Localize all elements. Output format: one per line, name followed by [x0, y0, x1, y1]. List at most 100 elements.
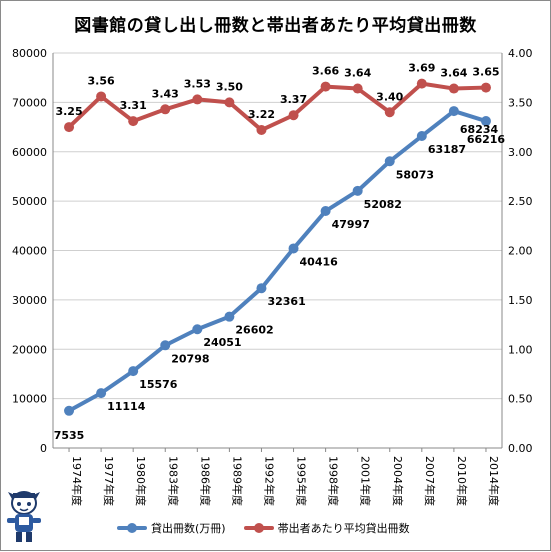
loans-point — [352, 185, 363, 196]
loans-data-label: 24051 — [203, 336, 241, 349]
average-data-label: 3.43 — [152, 87, 179, 100]
average-point — [320, 81, 331, 92]
y-right-tick-label: 0.50 — [508, 393, 533, 406]
loans-point — [320, 206, 331, 217]
y-left-tick-label: 20000 — [12, 343, 47, 356]
loans-line — [67, 109, 488, 413]
average-point — [384, 107, 395, 118]
legend-swatch-average — [243, 523, 274, 533]
loans-data-label: 40416 — [300, 255, 339, 268]
average-point — [160, 104, 171, 115]
x-tick-label: 1989年度 — [230, 456, 244, 506]
x-tick-label: 1995年度 — [295, 456, 309, 506]
average-data-label: 3.37 — [280, 93, 307, 106]
average-point — [480, 82, 491, 93]
loans-data-label: 66216 — [467, 133, 506, 146]
average-data-label: 3.53 — [184, 77, 211, 90]
average-point — [128, 116, 139, 127]
average-data-label: 3.66 — [312, 65, 339, 78]
average-data-label: 3.22 — [248, 108, 275, 121]
chart-legend: 貸出冊数(万冊) 帯出者あたり平均貸出冊数 — [117, 520, 428, 536]
loans-point — [64, 405, 75, 416]
legend-label-loans: 貸出冊数(万冊) — [151, 522, 226, 535]
average-point — [416, 78, 427, 89]
x-tick-label: 1977年度 — [102, 456, 116, 506]
x-tick-label: 1986年度 — [198, 456, 212, 506]
loans-point — [128, 366, 139, 377]
average-data-label: 3.31 — [120, 99, 147, 112]
loans-data-label: 52082 — [364, 198, 402, 211]
y-right-tick-label: 2.50 — [508, 195, 533, 208]
loans-point — [480, 116, 491, 127]
legend-label-average: 帯出者あたり平均貸出冊数 — [277, 522, 410, 535]
average-point — [192, 94, 203, 105]
loans-point — [96, 388, 107, 399]
x-tick-label: 2007年度 — [423, 456, 437, 506]
x-tick-label: 2004年度 — [391, 456, 405, 506]
y-left-tick-label: 80000 — [12, 47, 47, 60]
loans-data-label: 68234 — [460, 123, 499, 136]
x-tick-label: 1974年度 — [70, 456, 84, 506]
average-data-label: 3.56 — [88, 74, 115, 87]
average-data-label: 3.25 — [55, 105, 82, 118]
y-right-tick-label: 1.50 — [508, 294, 533, 307]
loans-point — [192, 324, 203, 335]
y-right-tick-label: 1.00 — [508, 343, 533, 356]
x-tick-label: 1980年度 — [134, 456, 148, 506]
chart-title: 図書館の貸し出し冊数と帯出者あたり平均貸出冊数 — [74, 16, 477, 36]
loans-point — [384, 156, 395, 167]
x-tick-label: 2001年度 — [359, 456, 373, 506]
loans-data-label: 20798 — [171, 352, 209, 365]
average-point — [256, 125, 267, 136]
y-left-tick-label: 0 — [40, 442, 47, 455]
average-data-label: 3.50 — [216, 80, 243, 93]
loans-data-label: 32361 — [267, 295, 305, 308]
average-data-label: 3.64 — [344, 67, 371, 80]
loans-data-label: 58073 — [396, 168, 434, 181]
x-tick-label: 2010年度 — [455, 456, 469, 506]
loans-point — [288, 243, 299, 254]
legend-item-loans: 貸出冊数(万冊) — [117, 520, 226, 536]
loans-point — [224, 311, 235, 322]
average-point — [448, 83, 459, 94]
y-left-tick-label: 70000 — [12, 96, 47, 109]
y-left-tick-label: 50000 — [12, 195, 47, 208]
average-data-label: 3.64 — [440, 67, 467, 80]
average-point — [96, 91, 107, 102]
y-left-tick-label: 40000 — [12, 245, 47, 258]
loans-data-label: 15576 — [139, 378, 178, 391]
x-tick-label: 2014年度 — [487, 456, 501, 506]
average-point — [352, 83, 363, 94]
y-left-tick-label: 10000 — [12, 393, 47, 406]
loans-data-label: 26602 — [235, 324, 273, 337]
average-line — [67, 81, 488, 133]
legend-item-average: 帯出者あたり平均貸出冊数 — [243, 520, 410, 536]
x-tick-label: 1992年度 — [262, 456, 276, 506]
y-right-tick-label: 3.50 — [508, 96, 533, 109]
mascot-logo — [7, 491, 41, 542]
y-right-tick-label: 3.00 — [508, 146, 533, 159]
average-point — [224, 97, 235, 108]
y-right-tick-label: 0.00 — [508, 442, 533, 455]
loans-point — [256, 283, 267, 294]
y-left-tick-label: 30000 — [12, 294, 47, 307]
average-data-label: 3.69 — [408, 62, 435, 75]
x-tick-label: 1983年度 — [166, 456, 180, 506]
loans-point — [416, 131, 427, 142]
average-point — [288, 110, 299, 121]
y-left-tick-label: 60000 — [12, 146, 47, 159]
loans-data-label: 47997 — [332, 218, 370, 231]
y-right-tick-label: 4.00 — [508, 47, 533, 60]
loans-data-label: 63187 — [428, 143, 466, 156]
y-right-tick-label: 2.00 — [508, 245, 533, 258]
legend-swatch-loans — [117, 523, 147, 533]
average-point — [64, 122, 75, 133]
loans-point — [160, 340, 171, 351]
loans-data-label: 11114 — [107, 400, 146, 413]
loans-point — [448, 106, 459, 117]
average-data-label: 3.65 — [472, 66, 499, 79]
x-tick-label: 1998年度 — [327, 456, 341, 506]
loans-data-label: 7535 — [54, 429, 85, 442]
